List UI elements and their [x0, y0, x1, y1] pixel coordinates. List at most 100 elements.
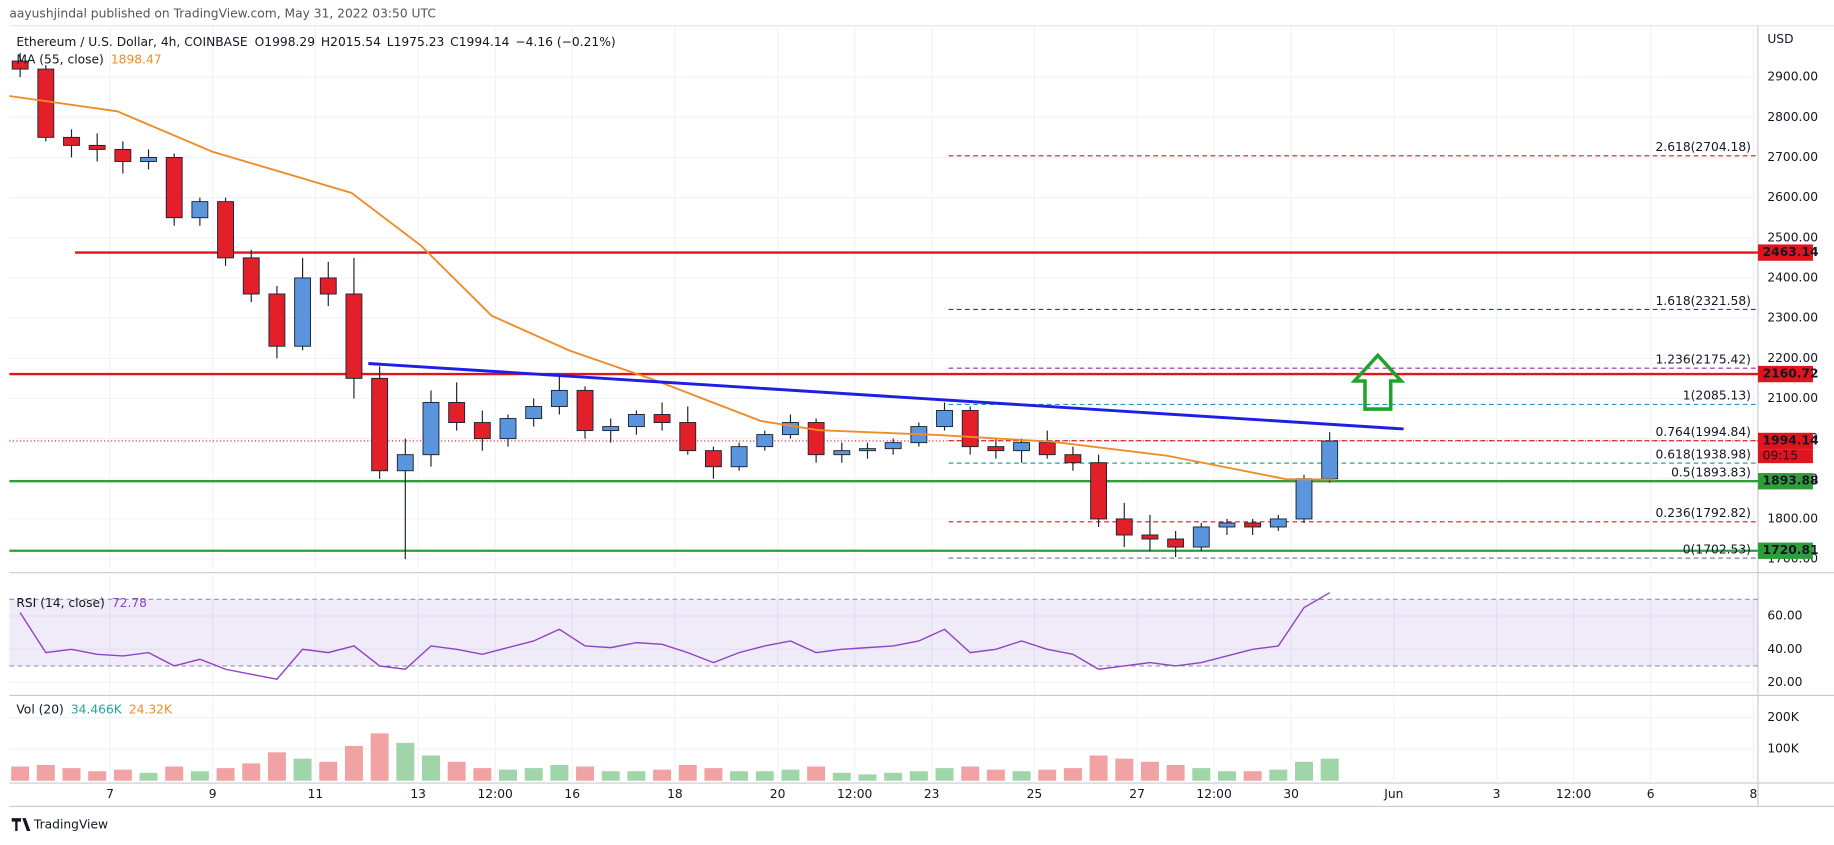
candle-body [63, 136, 80, 146]
x-tick-label: 13 [410, 787, 426, 801]
level-badge: 2463.14 [1763, 245, 1819, 259]
candle-body [961, 410, 979, 448]
candle-body [11, 60, 29, 70]
legend-ma: MA (55, close) 1898.47 [16, 52, 161, 66]
y-tick-label: 2900.00 [1767, 70, 1818, 84]
marks-layer [9, 53, 1404, 781]
rsi-value: 72.78 [112, 596, 147, 610]
quote: O1998.29 [255, 35, 315, 49]
volume-bar [1038, 769, 1057, 781]
fib-label: 1.618(2321.58) [1656, 294, 1751, 308]
vol-value: 34.466K [71, 702, 123, 716]
brand-logo [11, 818, 31, 831]
quote: H2015.54 [321, 35, 381, 49]
volume-bar [935, 768, 954, 781]
candle-body [217, 201, 234, 259]
volume-bar [627, 771, 646, 781]
volume-bar [267, 752, 286, 781]
candle-body [1141, 534, 1159, 540]
volume-bar [550, 764, 569, 781]
x-tick-label: 6 [1647, 787, 1655, 801]
candle-body [1013, 442, 1030, 452]
x-tick-label: 9 [209, 787, 217, 801]
volume-bar [576, 766, 595, 781]
fib-label: 0(1702.53) [1683, 542, 1751, 556]
y-tick-label: 40.00 [1767, 642, 1802, 656]
candle-body [730, 446, 748, 468]
level-badge: 1720.81 [1763, 543, 1819, 557]
y-tick-label: 2100.00 [1767, 391, 1818, 405]
fib-label: 0.5(1893.83) [1671, 466, 1751, 480]
candle-body [1192, 526, 1210, 548]
legend-title: Ethereum / U.S. Dollar, 4h, COINBASE [16, 35, 247, 49]
candle-body [987, 446, 1005, 452]
volume-bar [832, 772, 851, 781]
candle-body [1115, 518, 1133, 536]
candle-body [191, 201, 209, 219]
candle-body [1090, 462, 1108, 520]
rsi-line [19, 592, 1331, 681]
volume-bar [909, 771, 928, 781]
volume-bar [730, 771, 749, 781]
candle-body [114, 148, 132, 162]
level-badge-bg [1757, 244, 1813, 261]
candle-body [936, 410, 953, 428]
volume-bar [344, 746, 363, 781]
x-tick-label: 12:00 [1196, 787, 1231, 801]
candle-body [525, 406, 543, 419]
volume-bar [88, 771, 107, 781]
volume-bar [216, 768, 235, 781]
candle-body [1321, 440, 1339, 480]
volume-bar [1115, 758, 1134, 781]
y-tick-label: 100K [1767, 742, 1799, 756]
x-tick-label: 8 [1749, 787, 1757, 801]
quote: −4.16 (−0.21%) [515, 35, 615, 49]
x-tick-label: 23 [924, 787, 940, 801]
countdown: 09:15 [1763, 449, 1798, 463]
candle-body [294, 277, 312, 347]
candle-body [473, 422, 491, 440]
volume-bar [653, 769, 672, 781]
ma-value: 1898.47 [111, 52, 162, 66]
candle-body [1167, 538, 1185, 548]
y-tick-label: 2700.00 [1767, 150, 1818, 164]
volume-bar [524, 768, 543, 781]
x-tick-label: 25 [1027, 787, 1043, 801]
quote: C1994.14 [450, 35, 510, 49]
up-arrow [1350, 352, 1406, 411]
volume-bar [1063, 768, 1082, 781]
x-tick-label: 12:00 [477, 787, 512, 801]
x-tick-label: 12:00 [837, 787, 872, 801]
rsi-name: RSI (14, close) [16, 596, 104, 610]
volume-bar [421, 755, 440, 781]
y-tick-label: 2200.00 [1767, 351, 1818, 365]
candle-body [319, 277, 337, 295]
countdown-bg [1757, 449, 1813, 464]
level-badge-bg [1757, 365, 1813, 383]
volume-bar [62, 768, 81, 781]
candle-body [1269, 518, 1287, 528]
x-tick-label: 11 [308, 787, 324, 801]
fib-label: 0.236(1792.82) [1656, 506, 1751, 520]
candle-body [627, 414, 645, 428]
candle-body [88, 144, 106, 150]
candle-body [1064, 454, 1082, 464]
volume-bar [986, 769, 1005, 781]
candle-body [345, 293, 363, 379]
candle-body [37, 68, 55, 138]
x-tick-label: 7 [106, 787, 114, 801]
volume-bar [807, 766, 826, 781]
vol-ma-value: 24.32K [129, 702, 173, 716]
trendline [368, 362, 1404, 431]
candle-body [602, 426, 620, 432]
candle-body [396, 454, 414, 472]
level-badge-bg [1757, 473, 1813, 490]
candle-body [833, 450, 851, 456]
volume-bar [704, 768, 723, 781]
rsi-band [9, 599, 1758, 666]
volume-bar [113, 769, 132, 781]
volume-bar [499, 769, 517, 781]
published-line: aayushjindal published on TradingView.co… [9, 7, 436, 21]
